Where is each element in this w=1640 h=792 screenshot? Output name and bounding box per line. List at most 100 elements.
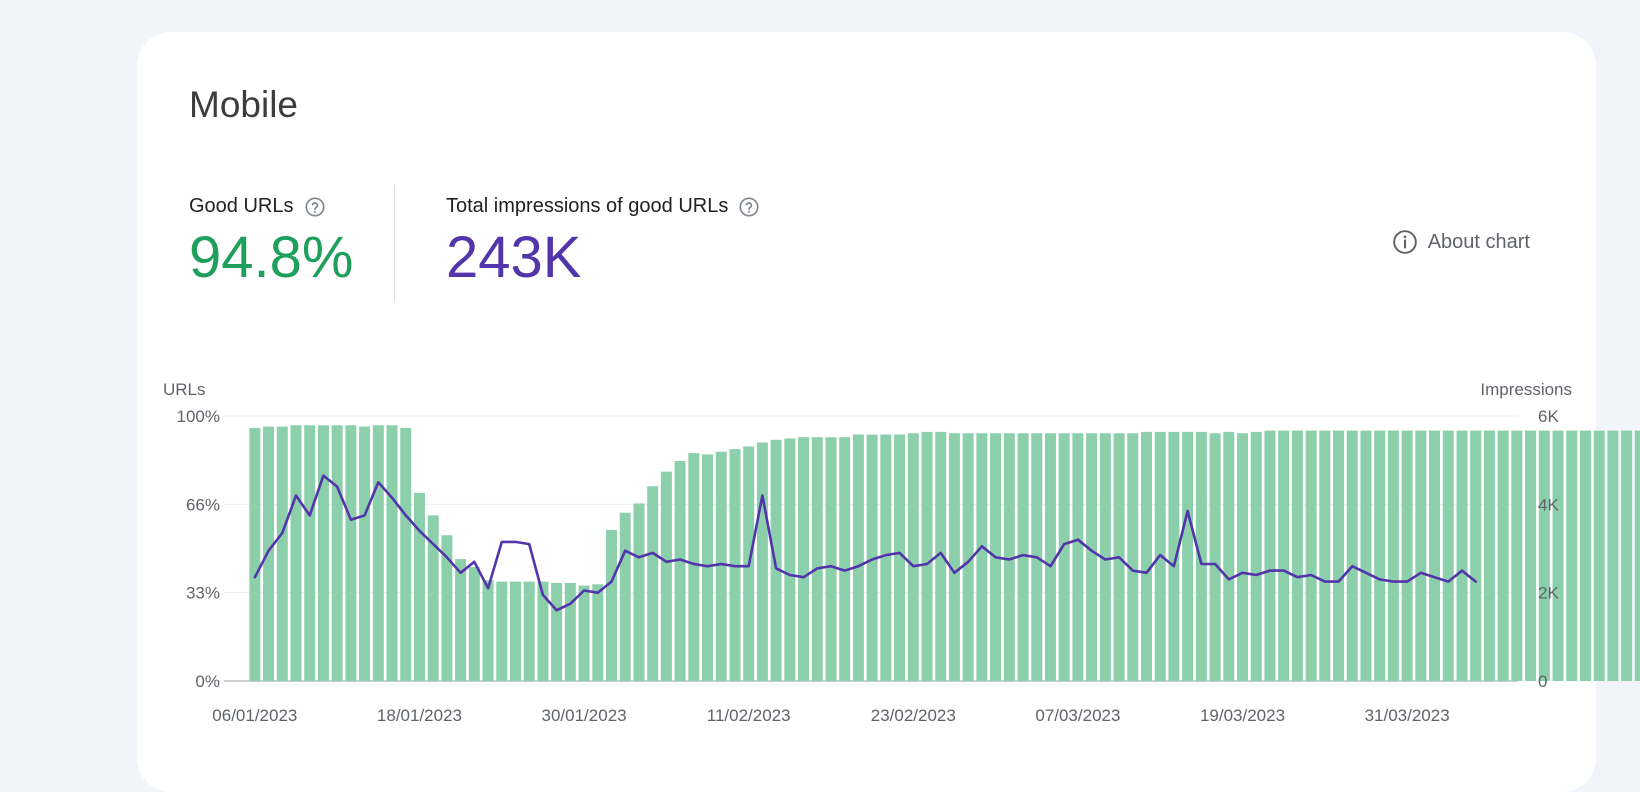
urls-bar [331,425,343,681]
urls-bar [304,425,316,681]
x-axis-tick: 18/01/2023 [377,706,462,725]
metric-impressions: Total impressions of good URLs 243K [446,195,760,290]
urls-bar [468,567,480,681]
urls-bar [894,434,906,681]
left-axis-tick: 66% [186,495,220,514]
urls-bar [263,426,275,681]
urls-bar [1209,433,1221,681]
help-icon[interactable] [738,196,760,218]
urls-bar [1456,430,1468,681]
urls-bar [317,425,329,681]
urls-bar [1470,430,1482,681]
urls-bar [1058,433,1070,681]
urls-bar [688,453,700,681]
urls-bar [674,461,686,681]
metric-label: Good URLs [189,195,294,217]
urls-bar [1360,430,1372,681]
urls-bar [1387,430,1399,681]
right-axis-title: Impressions [1480,380,1572,399]
urls-bar [907,433,919,681]
urls-bar [400,427,412,681]
urls-bar [386,425,398,681]
urls-bar [1497,430,1509,681]
urls-bar [825,437,837,681]
urls-bar [798,437,810,681]
urls-bar [564,582,576,681]
urls-bar [1429,430,1441,681]
urls-bar [1099,433,1111,681]
urls-bar [1044,433,1056,681]
urls-bar [976,433,988,681]
urls-bar [1086,433,1098,681]
urls-bar [1634,430,1640,681]
urls-bar [427,515,439,681]
urls-bar [1333,430,1345,681]
urls-bar [537,581,549,681]
urls-bar [1593,430,1605,681]
urls-bar [441,535,453,681]
urls-bar [948,433,960,681]
urls-bar [647,486,659,681]
urls-bar [1305,430,1317,681]
left-axis-tick: 0% [195,672,220,691]
metric-good-urls: Good URLs 94.8% [189,195,353,290]
urls-bar [592,584,604,681]
urls-bar [1223,431,1235,681]
x-axis-tick: 11/02/2023 [707,706,791,725]
urls-bar [1003,433,1015,681]
metric-label: Total impressions of good URLs [446,195,729,217]
left-axis-tick: 100% [177,407,220,426]
right-axis-tick: 2K [1538,584,1559,603]
x-axis-tick: 30/01/2023 [542,706,627,725]
info-icon [1392,230,1417,254]
urls-bar [660,471,672,681]
about-chart-button[interactable]: About chart [1392,229,1530,255]
urls-bar [1374,430,1386,681]
urls-bar [633,503,645,681]
urls-bar [1552,430,1564,681]
urls-bar [1346,430,1358,681]
urls-impressions-chart: URLs 0% 33% 66% 100% Impressions 0 2K 4K 6K 06/01/… [163,380,1640,725]
urls-bar [1511,430,1523,681]
urls-bar [1291,430,1303,681]
urls-bar [1182,431,1194,681]
urls-bar [496,581,508,681]
urls-bar [866,434,878,681]
urls-bar [510,581,521,681]
left-axis-tick: 33% [186,584,220,603]
urls-bar [1168,431,1180,681]
urls-bar [1607,430,1619,681]
x-axis-tick: 31/03/2023 [1365,706,1450,725]
urls-bar [1278,430,1290,681]
urls-bar [1250,431,1262,681]
urls-bar [1566,430,1578,681]
urls-bar [249,427,261,681]
urls-bar [359,426,371,681]
metric-value: 94.8% [189,225,354,290]
right-axis-tick: 4K [1538,495,1559,514]
urls-bar [839,437,851,681]
about-chart-label: About chart [1427,230,1530,253]
urls-bar [578,585,590,681]
urls-bar [482,580,494,681]
urls-bar [811,437,823,681]
help-icon[interactable] [304,196,326,218]
urls-bar [1017,433,1029,681]
urls-bar [276,426,288,681]
metric-value: 243K [446,225,582,290]
urls-bar [1621,430,1633,681]
x-axis-tick: 07/03/2023 [1035,706,1120,725]
right-axis-tick: 0 [1538,672,1547,691]
urls-bar [935,431,947,681]
urls-bar [852,434,864,681]
urls-bar [606,529,617,681]
right-axis-tick: 6K [1538,407,1559,426]
urls-bar [1319,430,1331,681]
urls-bar [551,582,563,681]
x-axis-tick: 06/01/2023 [212,706,297,725]
urls-bar [523,581,535,681]
urls-bar [1264,430,1276,681]
urls-bar [1072,433,1084,681]
impressions-line [253,474,1477,612]
urls-bar [1538,430,1550,681]
